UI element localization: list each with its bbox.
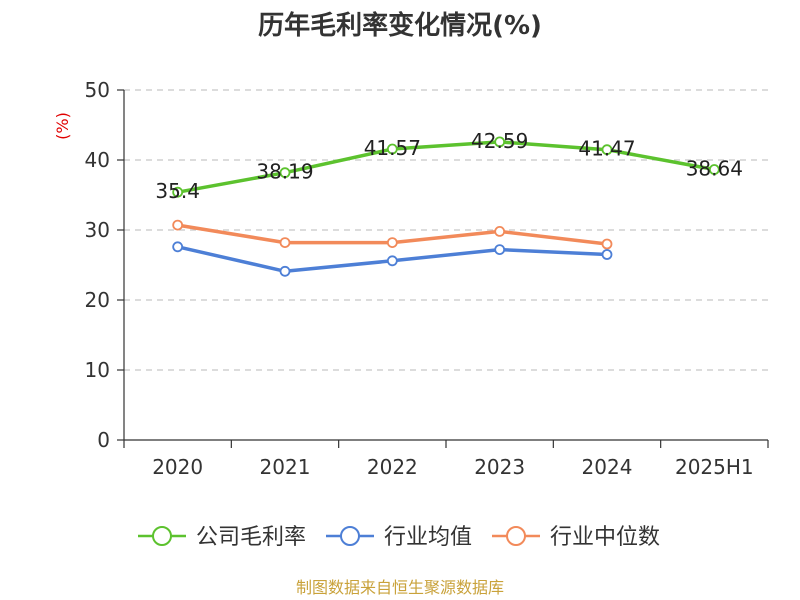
series-1-point — [386, 255, 398, 267]
series-0-point — [172, 186, 184, 198]
legend-item: 公司毛利率 — [138, 525, 306, 550]
legend-marker — [340, 526, 360, 546]
y-tick-label: 30 — [85, 218, 110, 242]
legend-label: 行业中位数 — [550, 525, 660, 550]
series-1-point — [172, 241, 184, 253]
legend-item: 行业中位数 — [492, 525, 660, 550]
x-tick-label: 2021 — [260, 455, 311, 479]
y-tick-label: 40 — [85, 148, 110, 172]
x-tick-label: 2020 — [152, 455, 203, 479]
data-labels: 35.4 38.19 41.57 42.59 41.47 38.64 — [155, 129, 743, 203]
data-label: 35.4 — [155, 179, 200, 203]
data-label: 38.64 — [686, 157, 743, 181]
series-0-point — [279, 167, 291, 179]
series-2-point — [494, 225, 506, 237]
legend-label: 行业均值 — [384, 525, 472, 550]
series-2-point — [279, 237, 291, 249]
legend-label: 公司毛利率 — [196, 525, 306, 550]
axes: 0 10 20 30 40 50 2020 2021 2022 2023 2024 2025H1 — [85, 78, 769, 479]
x-tick-label: 2023 — [474, 455, 525, 479]
y-tick-label: 20 — [85, 288, 110, 312]
legend: 公司毛利率 行业均值 行业中位数 — [138, 525, 660, 550]
x-tick-label: 2025H1 — [675, 455, 754, 479]
series-1-point — [279, 265, 291, 277]
series-0-point — [494, 136, 506, 148]
x-tick-label: 2022 — [367, 455, 418, 479]
series-0-point — [386, 143, 398, 155]
data-label: 38.19 — [256, 160, 313, 184]
series-0-point — [601, 144, 613, 156]
source-note: 制图数据来自恒生聚源数据库 — [296, 578, 504, 597]
legend-marker — [152, 526, 172, 546]
data-label: 42.59 — [471, 129, 528, 153]
series-line-0 — [177, 140, 715, 194]
series-2-point — [601, 238, 613, 250]
legend-marker — [506, 526, 526, 546]
gridlines — [124, 89, 768, 371]
data-label: 41.57 — [364, 136, 421, 160]
x-tick-label: 2024 — [582, 455, 633, 479]
series-2-point — [386, 237, 398, 249]
series-1-point — [601, 249, 613, 260]
legend-item: 行业均值 — [326, 525, 472, 550]
chart-title: 历年毛利率变化情况(%) — [258, 10, 542, 41]
series-2-point — [172, 219, 184, 231]
data-label: 41.47 — [578, 137, 635, 161]
y-axis-label: (%) — [53, 112, 72, 140]
y-tick-label: 50 — [85, 78, 110, 102]
y-tick-label: 0 — [97, 428, 110, 452]
series-1-point — [494, 244, 506, 256]
y-tick-label: 10 — [85, 358, 110, 382]
series-layer — [172, 136, 720, 277]
series-0-point — [708, 164, 720, 175]
